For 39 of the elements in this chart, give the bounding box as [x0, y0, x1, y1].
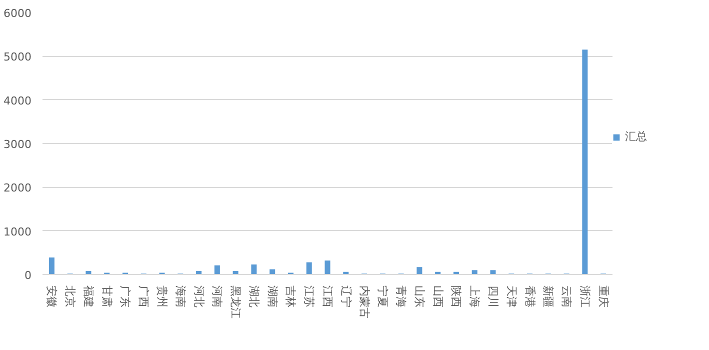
x-tick-label: 河南	[210, 286, 224, 308]
x-tick-label: 安徽	[45, 286, 58, 308]
x-tick-label: 内蒙古	[358, 286, 371, 318]
x-tick-label: 甘肃	[100, 286, 114, 308]
x-tick-label: 香港	[523, 286, 536, 308]
x-tick-label: 吉林	[284, 286, 298, 308]
x-tick-label: 海南	[174, 286, 187, 308]
x-tick-label: 江苏	[302, 286, 316, 308]
x-tick-label: 云南	[560, 286, 574, 308]
x-tick-label: 福建	[82, 286, 95, 308]
y-tick-label: 3000	[4, 138, 32, 151]
x-tick-label: 四川	[486, 286, 500, 308]
x-tick-label: 山东	[412, 286, 426, 308]
x-tick-label: 新疆	[542, 286, 555, 308]
x-tick-label: 湖北	[247, 286, 260, 308]
x-tick-label: 青海	[394, 286, 408, 308]
x-tick-label: 浙江	[578, 286, 592, 308]
legend-label: 汇总	[625, 129, 647, 144]
y-tick-label: 4000	[4, 94, 32, 108]
x-tick-label: 贵州	[156, 286, 169, 308]
x-tick-label: 辽宁	[339, 286, 352, 308]
x-tick-label: 黑龙江	[229, 286, 242, 318]
x-tick-label: 湖南	[266, 286, 279, 308]
x-tick-label: 江西	[321, 286, 334, 308]
y-tick-label: 5000	[4, 50, 32, 64]
x-tick-label: 上海	[468, 286, 482, 308]
x-tick-label: 广西	[137, 286, 150, 308]
y-tick-label: 0	[24, 269, 32, 282]
x-tick-label: 广东	[118, 286, 132, 308]
x-tick-label: 陕西	[450, 286, 463, 308]
y-tick-label: 6000	[4, 7, 32, 20]
x-tick-label: 天津	[504, 286, 518, 308]
x-tick-label: 重庆	[596, 286, 610, 308]
x-tick-label: 河北	[192, 286, 206, 308]
y-tick-label: 1000	[4, 225, 32, 238]
y-tick-label: 2000	[4, 182, 32, 195]
x-tick-label: 宁夏	[376, 286, 390, 308]
x-tick-label: 北京	[64, 286, 77, 308]
x-tick-label: 山西	[431, 286, 444, 308]
